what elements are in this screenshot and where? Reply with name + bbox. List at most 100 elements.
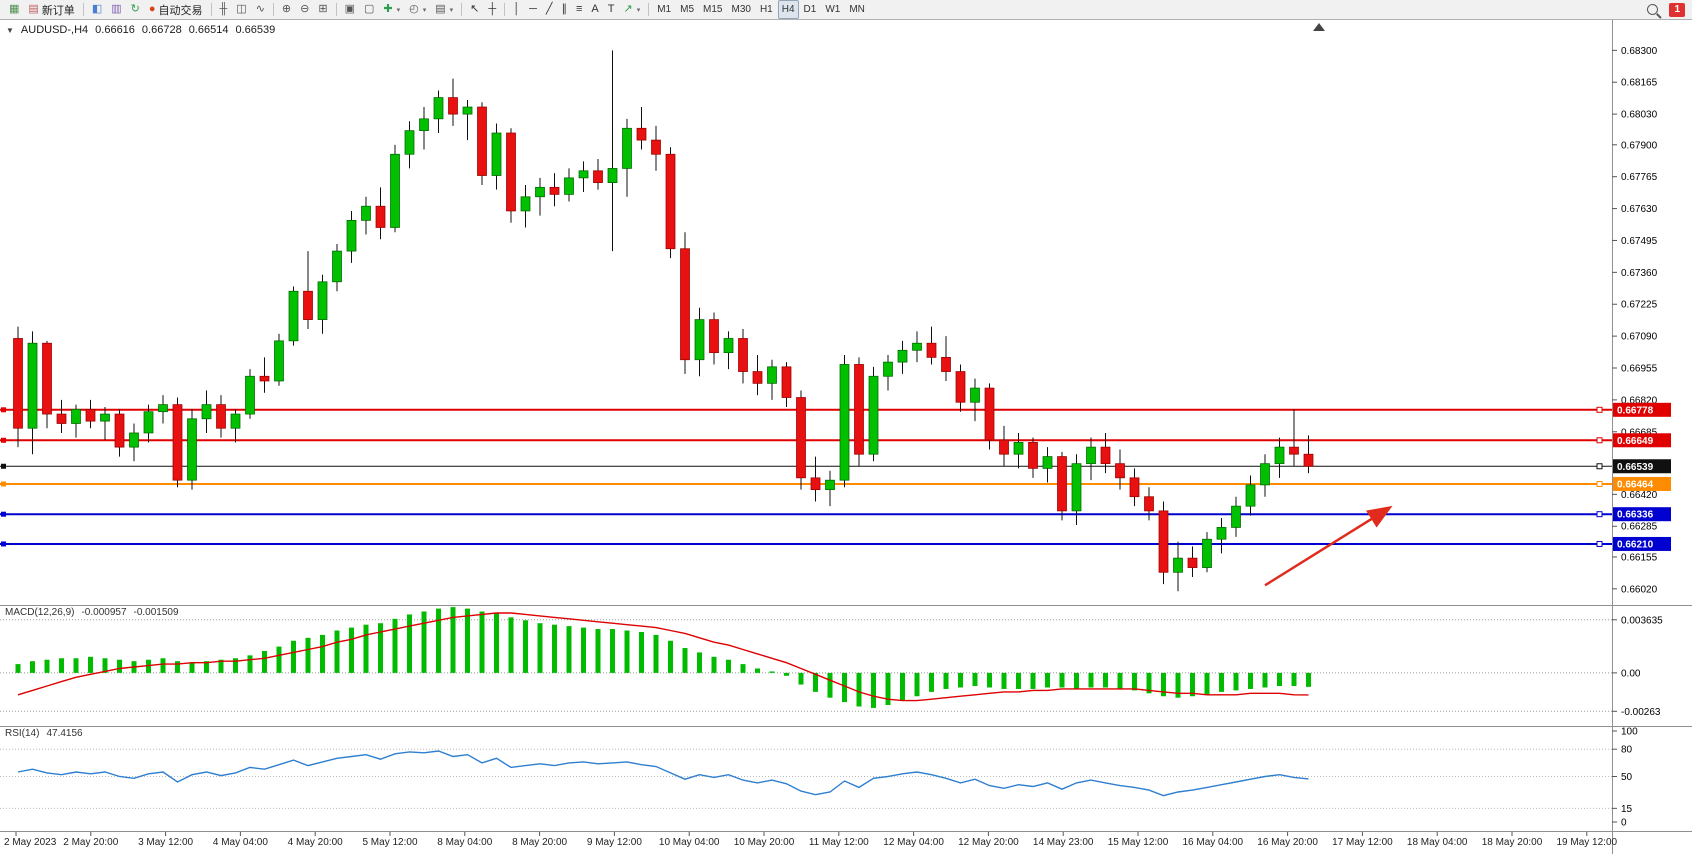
line-handle-left[interactable]: [1, 541, 6, 547]
macd-value: -0.000957: [81, 607, 127, 618]
candle: [85, 408, 96, 422]
candle: [1158, 510, 1169, 573]
candle: [999, 439, 1009, 455]
trend-arrow-annotation[interactable]: [1264, 505, 1393, 587]
templates-icon[interactable]: ▤ ▾: [431, 0, 457, 19]
tf-mn-button[interactable]: MN: [845, 0, 869, 19]
text-icon[interactable]: A: [587, 0, 602, 19]
channel-icon[interactable]: ∥: [557, 0, 571, 19]
candle: [1303, 453, 1314, 467]
candle: [114, 413, 125, 448]
tf-h1-button-label: H1: [759, 4, 773, 15]
price-badge-label: 0.66778: [1617, 405, 1654, 416]
candle: [810, 477, 821, 491]
line-handle-right[interactable]: [1596, 511, 1603, 518]
notification-badge[interactable]: 1: [1669, 2, 1685, 17]
toolbar-separator: [504, 3, 506, 16]
macd-bar: [552, 624, 557, 673]
macd-bar: [102, 658, 108, 673]
line-handle-right[interactable]: [1596, 540, 1603, 547]
line-handle-left[interactable]: [1, 463, 6, 469]
tile-windows-icon[interactable]: ⊞: [314, 0, 331, 19]
macd-bar: [1146, 672, 1152, 694]
tf-d1-button[interactable]: D1: [800, 0, 821, 19]
tf-m1-button[interactable]: M1: [653, 0, 675, 19]
price-badge-label: 0.66210: [1617, 539, 1654, 550]
shapes-icon[interactable]: ↗ ▾: [619, 0, 644, 19]
line-handle-left[interactable]: [1, 437, 6, 443]
candle: [259, 375, 270, 382]
price-tick-label: 0.67765: [1621, 172, 1658, 183]
line-handle-right[interactable]: [1596, 406, 1603, 413]
time-tick-label: 10 May 20:00: [734, 837, 795, 848]
macd-bar: [755, 668, 760, 673]
line-handle-right[interactable]: [1596, 463, 1603, 470]
bar-chart-icon[interactable]: ╫: [216, 0, 232, 19]
macd-bar: [30, 661, 35, 673]
time-axis[interactable]: [0, 832, 1692, 854]
macd-bar: [320, 634, 325, 673]
time-tick-label: 18 May 04:00: [1407, 837, 1468, 848]
macd-bar: [1262, 672, 1268, 688]
price-tick-label: 0.67630: [1621, 204, 1658, 215]
tf-w1-button-label: W1: [825, 4, 841, 15]
tf-m30-button[interactable]: M30: [727, 0, 754, 19]
candle: [694, 319, 705, 361]
tf-m5-button[interactable]: M5: [676, 0, 698, 19]
auto-arrange-icon[interactable]: ▣: [341, 0, 359, 19]
vertical-line-icon[interactable]: │: [509, 0, 524, 19]
candle: [158, 404, 168, 413]
line-handle-left[interactable]: [1, 511, 6, 517]
tf-m15-button[interactable]: M15: [699, 0, 726, 19]
macd-bar: [1059, 672, 1065, 688]
collapse-icon[interactable]: ▼: [6, 25, 14, 35]
profiles-icon[interactable]: ▥: [107, 0, 125, 19]
candle: [955, 371, 966, 403]
tf-h1-button[interactable]: H1: [756, 0, 777, 19]
candles: [13, 50, 1314, 592]
text-label-icon[interactable]: T: [604, 0, 619, 19]
zoom-in-icon: ⊕: [281, 3, 292, 15]
cursor-icon[interactable]: ↖: [466, 0, 483, 19]
chart-shift-marker[interactable]: [1313, 23, 1325, 31]
candle: [1216, 527, 1227, 540]
line-handle-right[interactable]: [1596, 480, 1603, 487]
dropdown-arrow-icon: ▾: [422, 6, 427, 14]
candle: [491, 132, 502, 176]
tf-h4-button[interactable]: H4: [777, 0, 799, 19]
horizontal-line-icon[interactable]: ─: [525, 0, 541, 19]
candle: [42, 342, 52, 415]
candlestick-chart-icon[interactable]: ◫: [232, 0, 250, 19]
tf-w1-button[interactable]: W1: [821, 0, 844, 19]
price-badge: [1613, 507, 1671, 522]
macd-bar: [1219, 672, 1224, 692]
trendline-icon[interactable]: ╱: [542, 0, 557, 19]
macd-bar: [682, 648, 688, 673]
candle: [912, 342, 922, 351]
arrange-windows-icon[interactable]: ▢: [360, 0, 378, 19]
charts-icon[interactable]: ◧: [88, 0, 106, 19]
line-handle-right[interactable]: [1596, 437, 1603, 444]
new-order-button[interactable]: ▤ 新订单: [24, 0, 78, 19]
autotrade-button[interactable]: ● 自动交易: [145, 0, 207, 19]
candle: [477, 106, 487, 176]
search-icon[interactable]: [1647, 4, 1659, 15]
zoom-out-icon[interactable]: ⊖: [296, 0, 313, 19]
refresh-icon[interactable]: ↻: [127, 0, 144, 19]
line-handle-left[interactable]: [1, 481, 6, 487]
candle: [172, 404, 183, 481]
price-badge-label: 0.66336: [1617, 510, 1654, 521]
indicators-icon[interactable]: ✚ ▾: [379, 0, 404, 19]
fibonacci-icon[interactable]: ≡: [572, 0, 586, 19]
price-axis[interactable]: [1612, 20, 1692, 831]
channel-icon: ∥: [561, 3, 567, 15]
time-tick-label: 16 May 20:00: [1257, 837, 1318, 848]
line-chart-icon[interactable]: ∿: [252, 0, 269, 19]
price-badge: [1613, 459, 1671, 474]
new-chart-icon[interactable]: ▦: [5, 0, 23, 19]
periods-icon[interactable]: ◴ ▾: [405, 0, 430, 19]
crosshair-icon[interactable]: ┼: [484, 0, 500, 19]
zoom-in-icon[interactable]: ⊕: [278, 0, 295, 19]
line-handle-left[interactable]: [1, 407, 6, 413]
